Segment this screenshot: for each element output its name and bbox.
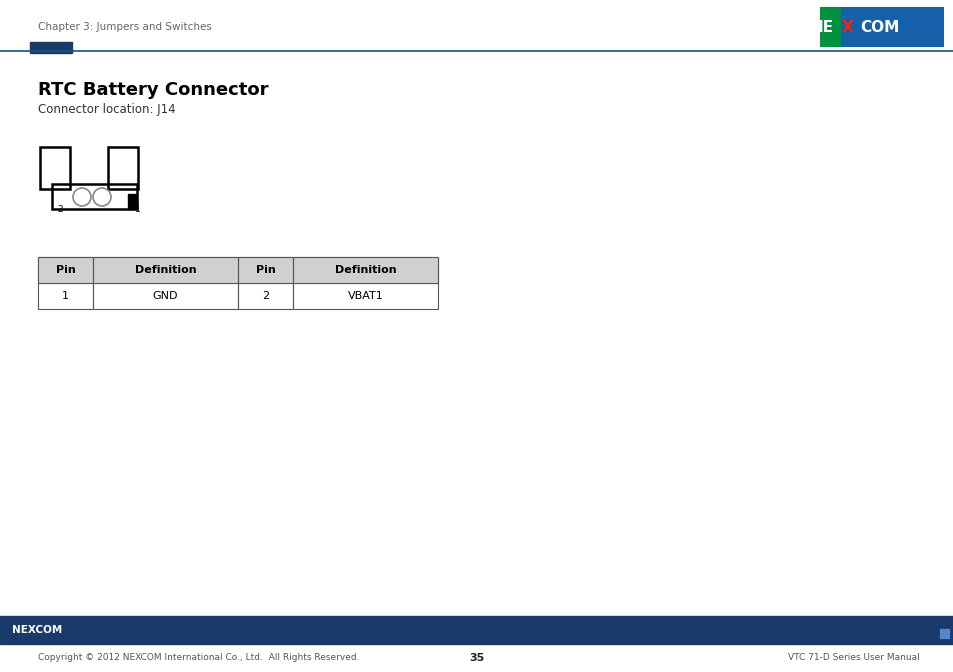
Bar: [38, 283, 92, 309]
Text: Definition: Definition: [335, 265, 395, 275]
Text: COM: COM: [859, 19, 899, 34]
Bar: [293, 283, 437, 309]
Text: Chapter 3: Jumpers and Switches: Chapter 3: Jumpers and Switches: [38, 22, 212, 32]
Text: Copyright © 2012 NEXCOM International Co., Ltd.  All Rights Reserved.: Copyright © 2012 NEXCOM International Co…: [38, 653, 359, 663]
Text: 2: 2: [262, 291, 269, 301]
Bar: [38, 283, 92, 309]
Bar: [939, 634, 943, 638]
Bar: [38, 257, 92, 283]
Bar: [820, 7, 840, 47]
Bar: [237, 257, 293, 283]
Bar: [0, 616, 953, 644]
Bar: [293, 283, 437, 309]
Bar: [92, 283, 237, 309]
Bar: [237, 257, 293, 283]
Bar: [38, 257, 92, 283]
Text: 35: 35: [469, 653, 484, 663]
Bar: [944, 629, 948, 633]
Text: GND: GND: [152, 291, 178, 301]
Text: Connector location: J14: Connector location: J14: [38, 103, 175, 116]
Bar: [52, 184, 137, 209]
Bar: [293, 257, 437, 283]
Bar: [108, 147, 138, 189]
Bar: [30, 42, 71, 53]
Text: Pin: Pin: [255, 265, 275, 275]
Text: VBAT1: VBAT1: [347, 291, 383, 301]
Bar: [40, 147, 70, 189]
Bar: [939, 629, 943, 633]
Bar: [237, 283, 293, 309]
Bar: [128, 194, 137, 209]
Text: 1: 1: [135, 205, 141, 214]
Bar: [92, 257, 237, 283]
Bar: [237, 283, 293, 309]
Text: Pin: Pin: [55, 265, 75, 275]
Text: Definition: Definition: [134, 265, 196, 275]
Text: RTC Battery Connector: RTC Battery Connector: [38, 81, 268, 99]
Text: NE: NE: [810, 19, 833, 34]
Bar: [944, 634, 948, 638]
Bar: [293, 257, 437, 283]
Text: 2: 2: [57, 205, 63, 214]
Bar: [92, 283, 237, 309]
Text: X: X: [841, 19, 853, 34]
Text: NEXCOM: NEXCOM: [12, 625, 62, 635]
Text: VTC 71-D Series User Manual: VTC 71-D Series User Manual: [787, 653, 919, 663]
Bar: [92, 257, 237, 283]
Text: 1: 1: [62, 291, 69, 301]
